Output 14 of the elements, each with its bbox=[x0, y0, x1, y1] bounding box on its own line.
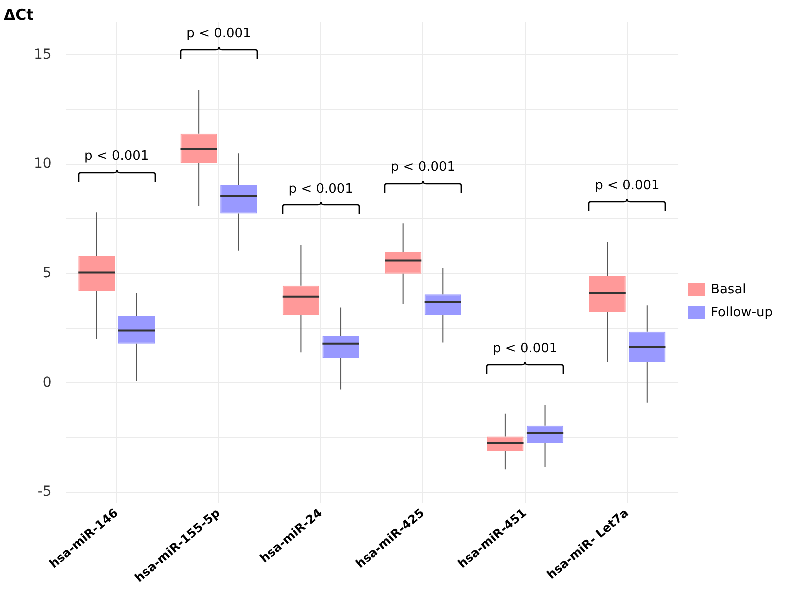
annotation: p < 0.001 bbox=[84, 149, 150, 164]
y-tick-label: 5 bbox=[42, 266, 52, 282]
y-tick-label: -5 bbox=[38, 484, 52, 500]
annotation: p < 0.001 bbox=[288, 182, 354, 197]
y-axis-title: ΔCt bbox=[4, 6, 34, 24]
legend-label: Basal bbox=[711, 282, 746, 298]
annotation: p < 0.001 bbox=[595, 178, 660, 194]
y-tick-label: 0 bbox=[42, 374, 52, 391]
annotation: p < 0.001 bbox=[493, 341, 558, 356]
y-tick-label: 15 bbox=[34, 46, 52, 63]
annotation: p < 0.001 bbox=[186, 26, 252, 42]
annotation: p < 0.001 bbox=[390, 160, 456, 175]
y-tick-label: 10 bbox=[34, 156, 52, 172]
legend-label: Follow-up bbox=[711, 305, 774, 320]
